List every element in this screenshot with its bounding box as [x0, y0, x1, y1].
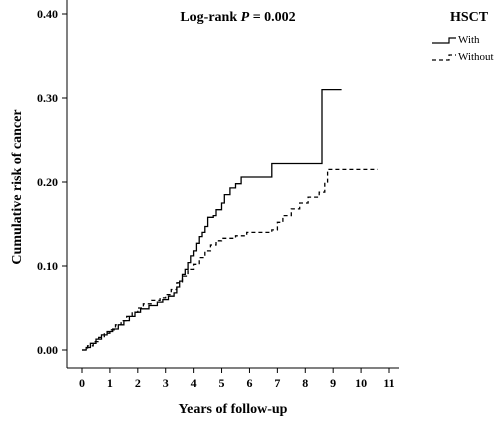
- labels-layer: 0.00 0.10 0.20 0.30 0.40 0 1 2 3 4 5 6 7 8 9 10 11 Years …: [10, 7, 494, 417]
- series-layer: [82, 88, 378, 351]
- legend-swatch-without: [432, 54, 456, 61]
- y-axis-title: Cumulative risk of cancer: [10, 109, 25, 264]
- x-tick-label: 7: [274, 376, 280, 390]
- series-line-with: [82, 88, 342, 351]
- x-tick-label: 5: [219, 376, 225, 390]
- y-tick-label: 0.00: [37, 343, 58, 357]
- x-tick-label: 1: [107, 376, 113, 390]
- x-tick-label: 9: [330, 376, 336, 390]
- axes: [62, 0, 399, 373]
- x-tick-label: 3: [163, 376, 169, 390]
- legend-label-with: With: [458, 34, 480, 46]
- x-tick-label: 10: [355, 376, 367, 390]
- x-axis-title: Years of follow-up: [179, 402, 288, 417]
- y-tick-label: 0.40: [37, 7, 58, 21]
- log-rank-annotation: Log-rank P = 0.002: [180, 10, 295, 25]
- x-tick-label: 4: [191, 376, 197, 390]
- annotation-p-symbol: P: [241, 10, 250, 25]
- x-tick-label: 6: [246, 376, 252, 390]
- annotation-value: = 0.002: [249, 10, 295, 25]
- x-tick-label: 11: [383, 376, 394, 390]
- legend-swatch-with: [432, 37, 456, 44]
- series-line-without: [82, 168, 378, 351]
- annotation-prefix: Log-rank: [180, 10, 240, 25]
- legend-title: HSCT: [450, 10, 489, 25]
- x-tick-label: 8: [302, 376, 308, 390]
- y-tick-label: 0.20: [37, 175, 58, 189]
- y-tick-label: 0.10: [37, 259, 58, 273]
- legend: HSCT With Without: [432, 10, 494, 63]
- legend-label-without: Without: [458, 51, 494, 63]
- x-tick-label: 2: [135, 376, 141, 390]
- x-tick-label: 0: [79, 376, 85, 390]
- y-tick-label: 0.30: [37, 91, 58, 105]
